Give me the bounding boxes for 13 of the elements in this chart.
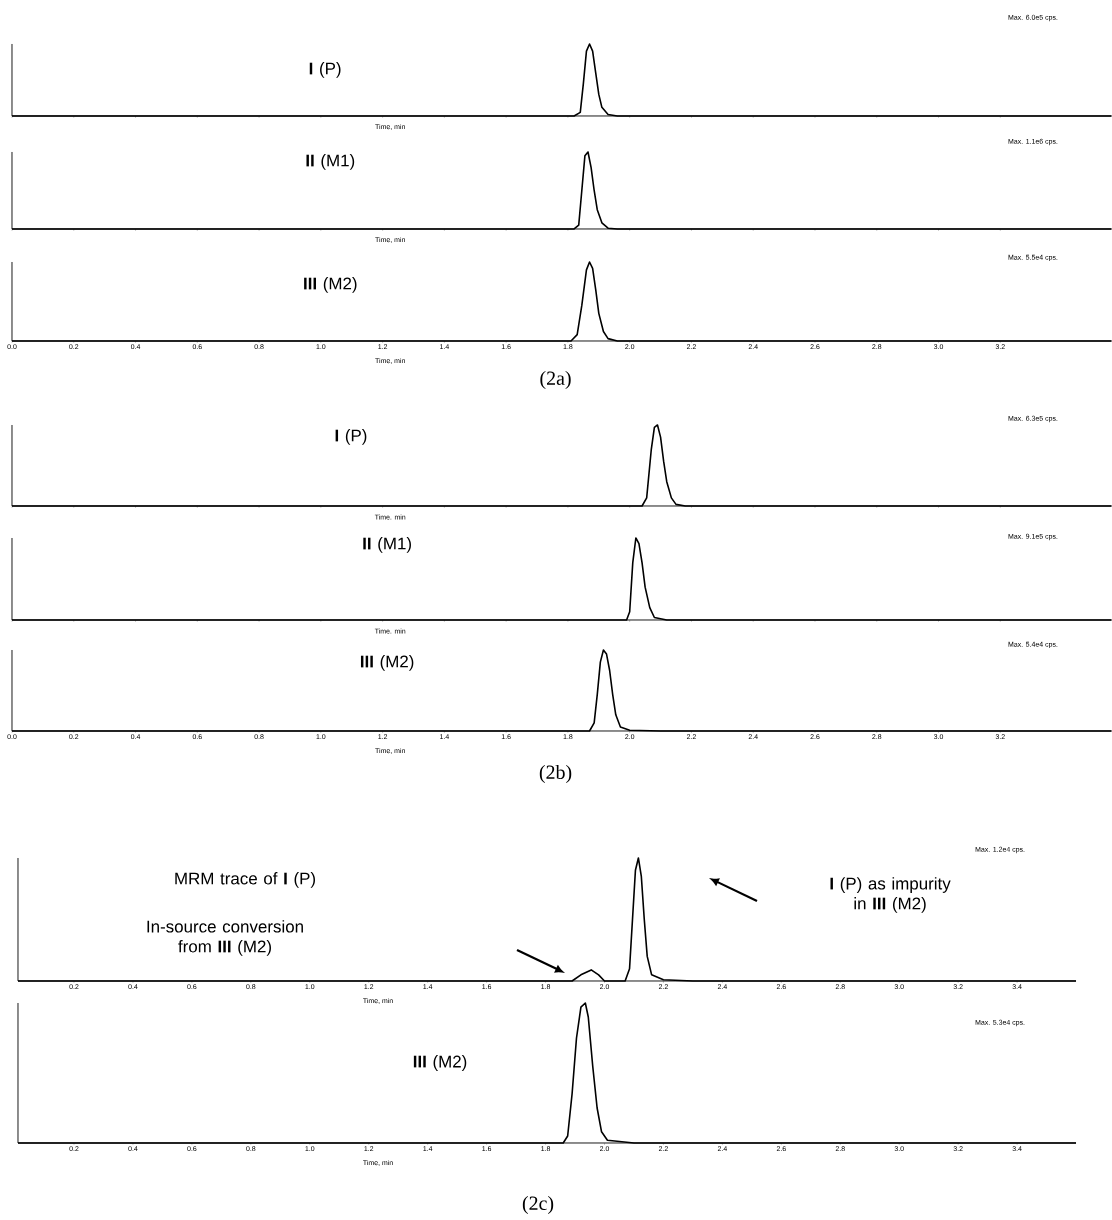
text: (2c) bbox=[522, 1195, 554, 1215]
annotation: III (M2) bbox=[413, 1055, 467, 1071]
annotation: In-source conversion from III (M2) bbox=[147, 920, 303, 956]
annotation: I (P) bbox=[335, 429, 367, 445]
annotation: III (M2) bbox=[304, 277, 357, 293]
annotation: I (P) as impurity in III (M2) bbox=[830, 877, 951, 913]
annotation: MRM trace of I (P) bbox=[175, 872, 315, 888]
annotation: III (M2) bbox=[360, 655, 414, 671]
annotation: II (M1) bbox=[306, 154, 355, 170]
annotation: II (M1) bbox=[363, 537, 411, 553]
text: (2a) bbox=[540, 370, 571, 390]
text: (2b) bbox=[539, 764, 572, 784]
annotation: I (P) bbox=[309, 62, 341, 78]
